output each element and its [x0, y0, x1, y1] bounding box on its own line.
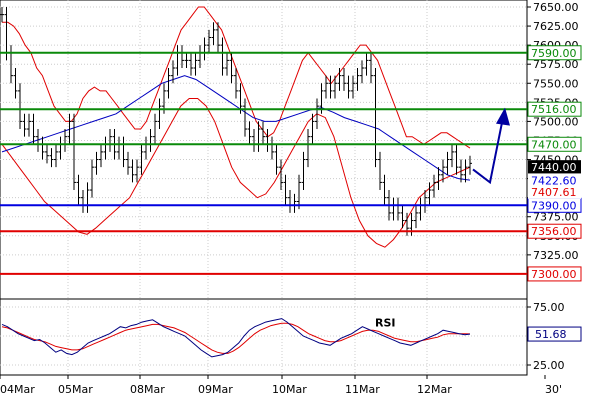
y-tick-label: 7325.00	[533, 249, 579, 262]
level-tag-label: 7390.00	[531, 199, 577, 212]
y-tick-label: 7500.00	[533, 115, 579, 128]
x-tick-label: 11Mar	[345, 383, 380, 396]
level-tag-label: 7356.00	[531, 225, 577, 238]
projection-arrow-head	[496, 107, 510, 126]
x-tick-label: 12Mar	[417, 383, 452, 396]
y-tick-label: 7575.00	[533, 58, 579, 71]
price-tag	[528, 184, 581, 199]
price-tag-label: 7422.60	[531, 174, 577, 187]
x-tick-label: 08Mar	[130, 383, 165, 396]
x-tick-label: 04Mar	[0, 383, 35, 396]
level-tag	[527, 136, 582, 152]
price-tag	[528, 173, 581, 188]
rsi-line	[1, 318, 471, 358]
plot-frame	[0, 0, 528, 376]
level-tag-label: 7470.00	[531, 138, 577, 151]
price-tag-label: 7407.61	[531, 186, 577, 199]
level-tag	[527, 101, 582, 117]
level-tag-label: 7516.00	[531, 103, 577, 116]
price-tag	[528, 160, 581, 175]
grid-lines	[0, 0, 527, 375]
y-tick-label: 7375.00	[533, 211, 579, 224]
rsi-panel-label: RSI	[375, 317, 396, 330]
lower-bollinger-band	[1, 98, 471, 248]
rsi-value-label: 51.68	[535, 328, 567, 341]
projection-arrow	[472, 107, 510, 185]
x-tick-label: 10Mar	[272, 383, 307, 396]
y-tick-label: 7550.00	[533, 77, 579, 90]
rsi-value-tag	[527, 326, 582, 342]
level-tag	[527, 45, 582, 61]
rsi-tick-label: 75.00	[533, 301, 565, 314]
x-tick-label: 05Mar	[58, 383, 93, 396]
level-tag-label: 7590.00	[531, 47, 577, 60]
upper-bollinger-band	[2, 6, 471, 149]
y-tick-label: 7650.00	[533, 1, 579, 14]
projection-arrow-line	[472, 117, 504, 185]
rsi-tick-label: 25.00	[533, 359, 565, 372]
level-tag	[527, 223, 582, 239]
x-tick-label: 09Mar	[198, 383, 233, 396]
y-tick-label: 7625.00	[533, 20, 579, 33]
price-tag-label: 7440.00	[531, 161, 577, 174]
level-tag	[527, 266, 582, 282]
level-tag-label: 7300.00	[531, 268, 577, 281]
x-tick-label: 30'	[545, 383, 562, 396]
moving-average-line	[1, 75, 471, 181]
